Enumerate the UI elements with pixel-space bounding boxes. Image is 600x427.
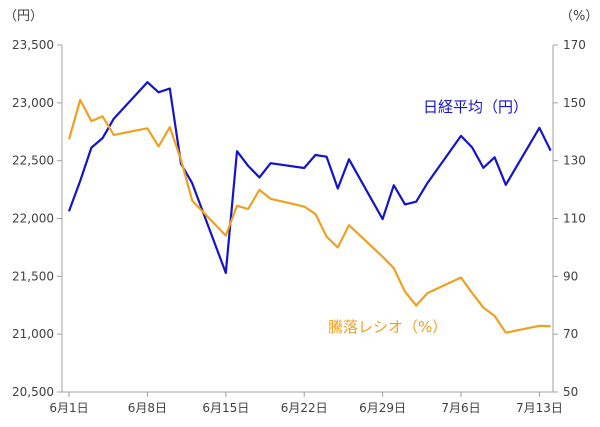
left-tick-label: 23,500 — [12, 38, 54, 52]
right-tick-label: 170 — [563, 38, 586, 52]
left-tick-label: 21,000 — [12, 327, 54, 341]
left-tick-label: 22,000 — [12, 212, 54, 226]
series-label-ratio: 騰落レシオ（%） — [328, 318, 447, 336]
x-tick-label: 6月1日 — [49, 401, 88, 415]
left-tick-label: 21,500 — [12, 269, 54, 283]
x-tick-label: 6月15日 — [202, 401, 249, 415]
left-tick-label: 20,500 — [12, 385, 54, 399]
right-tick-label: 90 — [563, 269, 578, 283]
right-tick-label: 50 — [563, 385, 578, 399]
right-tick-label: 70 — [563, 327, 578, 341]
x-tick-label: 6月8日 — [128, 401, 167, 415]
nikkei-line — [67, 81, 552, 274]
right-tick-label: 150 — [563, 96, 586, 110]
left-unit-label: （円） — [4, 9, 43, 24]
left-tick-label: 22,500 — [12, 154, 54, 168]
right-tick-label: 110 — [563, 212, 586, 226]
series-label-nikkei: 日経平均（円） — [423, 98, 528, 116]
x-tick-label: 6月22日 — [281, 401, 328, 415]
right-unit-label: （%） — [560, 9, 598, 24]
advance-decline-ratio-line — [67, 98, 551, 334]
left-tick-label: 23,000 — [12, 96, 54, 110]
x-tick-label: 7月6日 — [441, 401, 480, 415]
right-tick-label: 130 — [563, 154, 586, 168]
x-tick-label: 7月13日 — [516, 401, 563, 415]
x-tick-label: 6月29日 — [359, 401, 406, 415]
